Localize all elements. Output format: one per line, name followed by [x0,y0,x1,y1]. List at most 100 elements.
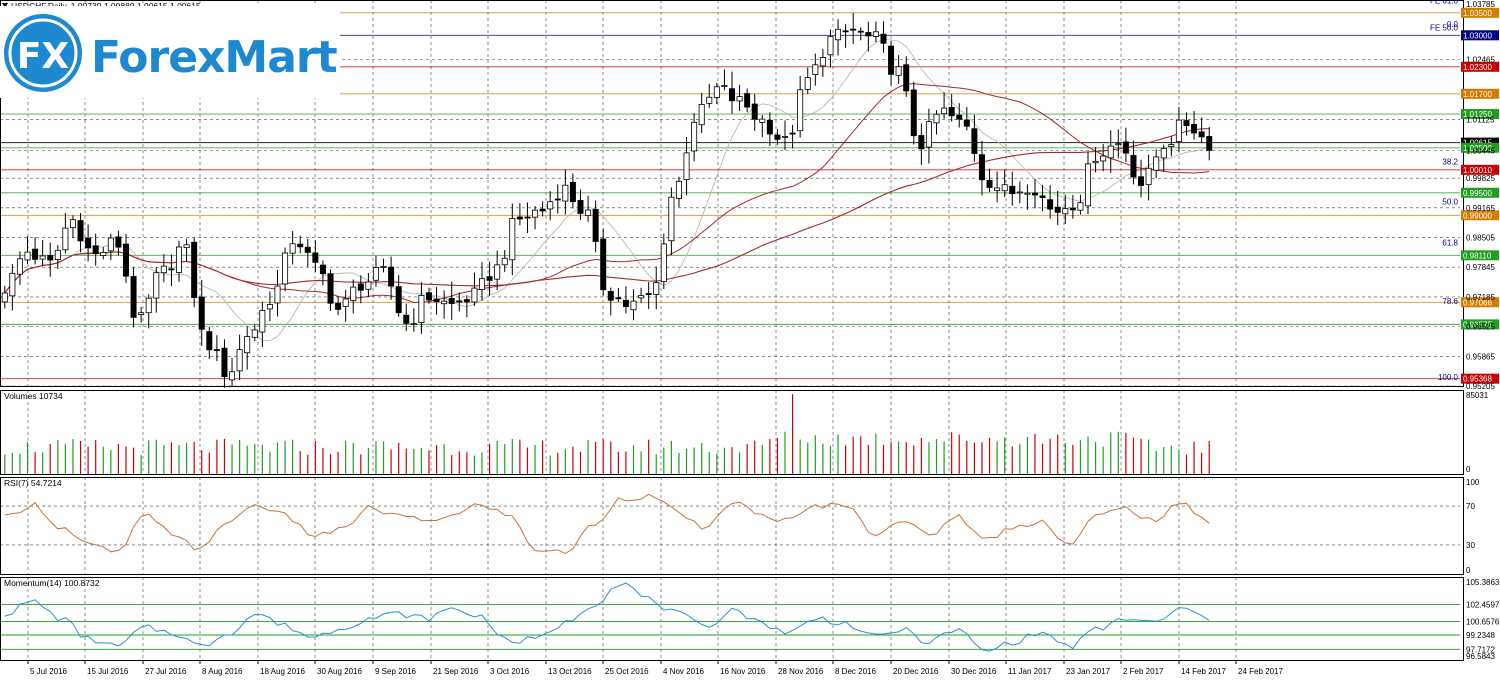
candle-body-133 [1009,185,1016,195]
candle-body-41 [312,252,319,263]
candle-body-50 [380,266,387,268]
candle-body-12 [92,245,99,254]
candle-body-107 [812,64,819,75]
level-tag-3 [1461,88,1499,99]
collapse-triangle-icon[interactable] [2,3,8,8]
candle-body-131 [994,187,1001,191]
level-tag-4 [1461,109,1499,120]
momentum-tick-1: 102.4597 [1466,601,1500,610]
candle-body-15 [115,236,122,248]
candle-body-10 [77,220,84,242]
candle-body-99 [751,103,758,120]
candle-body-148 [1122,141,1129,154]
candle-body-33 [251,329,258,338]
candle-body-46 [350,286,357,302]
candle-body-56 [425,292,432,301]
x-label-16: 30 Dec 2016 [951,667,997,676]
candle-body-81 [615,297,622,300]
volume-bars [4,394,1210,474]
candle-body-123 [933,113,940,124]
candle-body-30 [229,371,236,381]
x-label-13: 28 Nov 2016 [778,667,824,676]
candle-body-62 [471,287,478,303]
candle-body-13 [100,252,107,256]
candle-body-35 [266,304,273,310]
candle-body-14 [107,237,114,252]
candle-body-147 [1115,143,1122,146]
level-label-10: 0.98110 [1463,251,1492,260]
candle-body-72 [547,201,554,210]
candle-body-118 [895,66,902,76]
candle-body-120 [910,89,917,137]
candle-body-44 [335,302,342,310]
candle-body-58 [441,300,448,305]
candle-body-151 [1145,167,1152,185]
candle-body-146 [1107,145,1114,159]
level-tag-10 [1461,250,1499,261]
level-label-6: 1.00500 [1463,144,1492,153]
level-tag-0 [1461,7,1499,18]
candle-body-154 [1168,144,1175,147]
candle-body-21 [160,265,167,274]
x-label-0: 5 Jul 2016 [30,667,67,676]
candle-body-57 [433,298,440,303]
momentum-tick-2: 100.6576 [1466,618,1500,627]
candle-body-121 [918,135,925,150]
candle-body-137 [1039,195,1046,198]
candle-body-37 [282,252,289,285]
level-tag-9 [1461,210,1499,221]
candle-body-4 [32,248,39,260]
candle-body-124 [941,107,948,115]
candle-body-85 [645,293,652,295]
candle-body-5 [39,255,46,260]
pane-frame-3 [0,577,1464,661]
candle-body-132 [1001,184,1008,192]
price-tick-8: 0.97185 [1466,293,1495,302]
level-tag-5 [1461,137,1499,148]
candle-body-130 [986,180,993,188]
x-label-7: 21 Sep 2016 [433,667,479,676]
x-label-5: 30 Aug 2016 [317,667,362,676]
candle-body-65 [494,264,501,280]
candle-body-141 [1069,207,1076,211]
candle-body-36 [274,285,281,304]
candle-body-101 [766,119,773,135]
candle-body-125 [948,107,955,117]
price-tick-0: 1.03785 [1466,0,1495,9]
candle-body-31 [236,349,243,372]
fib-label-6: 78.6 [1442,297,1458,306]
candle-body-43 [327,273,334,304]
candle-body-106 [804,77,811,90]
candle-body-114 [865,32,872,37]
candle-body-2 [16,258,23,275]
candle-body-112 [850,28,857,31]
candle-body-73 [554,198,561,201]
forexmart-logo: FX ForexMart [0,6,340,98]
candle-body-140 [1062,208,1069,215]
candle-body-60 [456,300,463,303]
candle-body-139 [1054,206,1061,213]
candle-body-83 [630,300,637,311]
candle-body-127 [963,119,970,127]
level-label-12: 0.96575 [1463,320,1492,329]
candle-body-126 [956,114,963,120]
candle-body-71 [539,208,546,212]
candle-body-110 [835,28,842,41]
x-label-14: 8 Dec 2016 [835,667,876,676]
price-tick-6: 0.98505 [1466,234,1495,243]
level-tag-2 [1461,61,1499,72]
candle-body-32 [244,336,251,354]
pane-frame-1 [0,390,1464,475]
candle-body-8 [62,227,69,251]
candle-body-156 [1183,120,1190,126]
level-tag-7 [1461,164,1499,175]
candle-body-55 [418,295,425,324]
candle-body-59 [448,298,455,304]
x-label-12: 16 Nov 2016 [720,667,766,676]
candle-body-22 [168,268,175,271]
candle-body-45 [342,298,349,307]
level-label-1: 1.03000 [1463,31,1492,40]
x-label-21: 24 Feb 2017 [1238,667,1283,676]
candle-body-158 [1198,131,1205,138]
candle-body-135 [1024,192,1031,195]
